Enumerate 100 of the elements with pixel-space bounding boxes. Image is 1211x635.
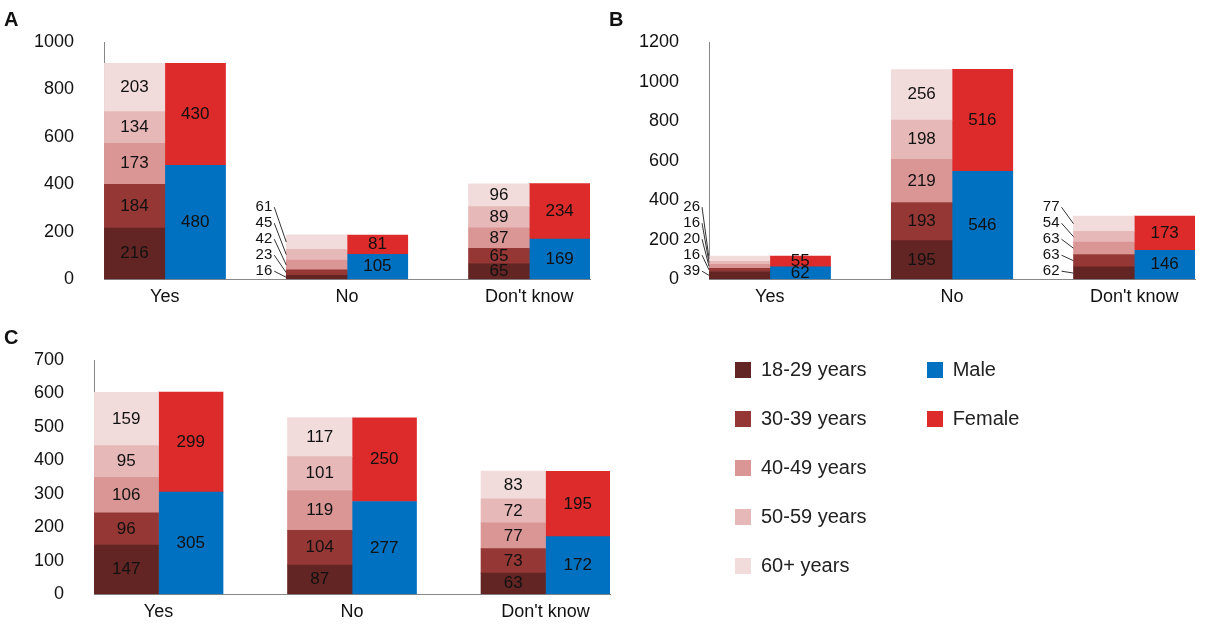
data-label: 54 <box>1042 213 1060 231</box>
y-tick-label: 400 <box>649 189 680 210</box>
y-tick-label: 800 <box>649 110 680 131</box>
data-label: 516 <box>968 109 997 129</box>
chart-title: A <box>4 7 19 30</box>
y-tick-label: 1000 <box>639 70 680 91</box>
y-tick-label: 200 <box>44 220 75 241</box>
bar <box>104 142 166 185</box>
bar <box>351 501 417 595</box>
bar <box>104 63 166 112</box>
data-label: 104 <box>305 537 334 557</box>
bar <box>545 536 610 595</box>
data-label: 299 <box>176 431 205 451</box>
chart-title: C <box>4 325 19 348</box>
data-label: 250 <box>370 449 399 469</box>
y-tick-label: 200 <box>33 516 65 537</box>
bar <box>1073 266 1135 280</box>
data-label: 219 <box>907 170 936 190</box>
data-label: 430 <box>180 104 210 124</box>
bar <box>158 491 224 595</box>
bar <box>1073 241 1135 255</box>
data-label: 62 <box>1042 261 1060 279</box>
data-label: 26 <box>683 197 701 215</box>
data-label: 16 <box>683 245 701 263</box>
data-label: 203 <box>120 77 149 97</box>
data-label: 546 <box>968 214 997 234</box>
data-label: 63 <box>503 573 523 593</box>
bar <box>104 183 166 229</box>
legend-label: Male <box>952 358 996 381</box>
y-tick-label: 0 <box>54 583 65 604</box>
data-label: 134 <box>120 117 149 137</box>
bar <box>285 259 348 271</box>
x-tick-label: Don't know <box>485 286 575 307</box>
y-tick-label: 1200 <box>639 30 680 51</box>
data-label: 173 <box>1150 222 1179 242</box>
data-label: 256 <box>907 84 936 104</box>
legend-label: 60+ years <box>761 554 850 577</box>
x-tick-label: Yes <box>150 286 180 307</box>
bar <box>890 240 953 280</box>
data-label: 16 <box>683 213 701 231</box>
data-label: 16 <box>255 261 273 279</box>
bar <box>287 456 353 491</box>
data-label: 87 <box>489 227 509 247</box>
data-label: 480 <box>180 211 210 231</box>
data-label: 195 <box>563 493 592 513</box>
data-label: 96 <box>116 518 136 538</box>
data-label: 106 <box>112 484 141 504</box>
y-tick-label: 500 <box>33 415 65 436</box>
bar <box>94 477 159 514</box>
data-label: 81 <box>367 234 387 254</box>
data-label: 73 <box>503 550 523 570</box>
y-tick-label: 1000 <box>34 30 75 51</box>
data-label: 173 <box>120 153 149 173</box>
data-label: 77 <box>503 525 523 545</box>
bar <box>158 391 224 493</box>
data-label: 147 <box>112 559 141 579</box>
data-label: 216 <box>120 243 149 263</box>
legend-label: 30-39 years <box>761 407 867 430</box>
legend-label: 40-49 years <box>761 456 867 479</box>
bar <box>94 544 159 595</box>
y-tick-label: 400 <box>33 449 65 470</box>
data-label: 119 <box>306 500 334 520</box>
data-label: 198 <box>907 129 936 149</box>
bar <box>164 165 226 280</box>
bar <box>709 271 771 280</box>
bar <box>951 68 1014 172</box>
bar <box>1073 231 1135 243</box>
bar <box>951 170 1014 280</box>
bar <box>285 275 348 280</box>
data-label: 305 <box>176 532 205 552</box>
data-label: 83 <box>503 474 523 494</box>
legend-label: 18-29 years <box>761 358 867 381</box>
y-tick-label: 600 <box>649 149 680 170</box>
y-tick-label: 300 <box>33 482 65 503</box>
x-tick-label: No <box>940 286 964 307</box>
data-label: 61 <box>255 197 273 215</box>
bar <box>164 63 226 166</box>
bar <box>94 392 159 446</box>
bar <box>1073 215 1135 232</box>
bar <box>285 234 348 250</box>
data-label: 20 <box>683 229 701 247</box>
bar <box>1073 254 1135 268</box>
y-tick-label: 400 <box>44 173 75 194</box>
data-label: 277 <box>370 537 399 557</box>
bar <box>287 490 353 531</box>
bar <box>351 417 417 502</box>
legend-label: Female <box>952 407 1020 430</box>
bar <box>287 417 353 458</box>
bar <box>468 227 530 249</box>
y-tick-label: 200 <box>649 228 680 249</box>
y-tick-label: 600 <box>33 382 65 403</box>
bar <box>480 548 546 574</box>
y-tick-label: 800 <box>44 78 75 99</box>
bar <box>545 471 610 537</box>
data-label: 195 <box>907 249 936 269</box>
y-tick-label: 100 <box>33 549 65 570</box>
bar <box>890 158 953 203</box>
legend-label: 50-59 years <box>761 505 867 528</box>
data-label: 159 <box>112 408 141 428</box>
chart-title: B <box>609 7 624 30</box>
